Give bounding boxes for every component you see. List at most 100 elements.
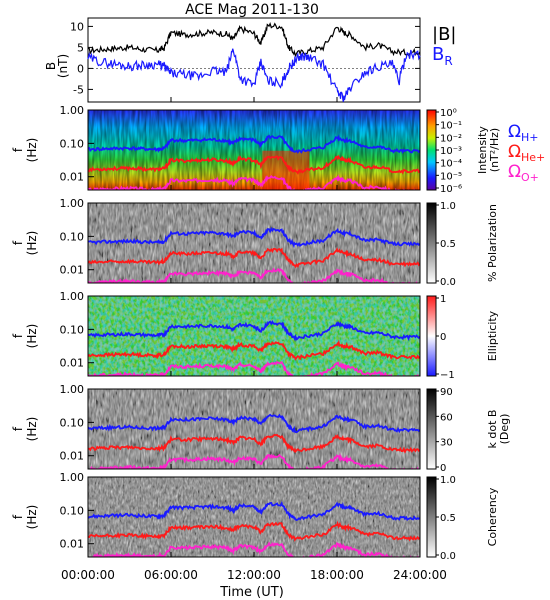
freq-ylabel: f bbox=[11, 240, 25, 245]
panel-intensity: 1.00 0.10 0.01 f (Hz) 10⁰ 10⁻¹10⁻² 10⁻³ 10⁻⁴10⁻⁵… bbox=[11, 104, 501, 195]
colorbar-tick-label: 0.0 bbox=[440, 277, 456, 288]
x-axis-label: Time (UT) bbox=[219, 585, 284, 600]
freq-y-tick-label: 1.00 bbox=[60, 104, 85, 117]
freq-y-tick-label: 1.00 bbox=[60, 197, 85, 210]
colorbar-tick-label: 10⁻¹ bbox=[440, 121, 462, 132]
freq-y-tick-label: 0.01 bbox=[60, 450, 85, 463]
series-line-b-total bbox=[87, 21, 421, 58]
legend-omega-h: ΩH+ bbox=[508, 122, 539, 144]
colorbar-unit: (Deg) bbox=[498, 414, 511, 445]
colorbar-intensity bbox=[426, 109, 437, 191]
ellipticity-blue-texture bbox=[88, 296, 420, 376]
freq-y-tick-label: 0.10 bbox=[60, 230, 85, 243]
x-tick-label: 00:00:00 bbox=[61, 568, 115, 582]
freq-ylabel-unit: (Hz) bbox=[25, 417, 39, 442]
colorbar-polarization bbox=[426, 202, 437, 284]
colorbar-label: k dot B bbox=[486, 410, 499, 449]
colorbar-unit: (nT²/Hz) bbox=[488, 128, 501, 172]
colorbar-tick-label: 10⁻⁴ bbox=[440, 159, 462, 170]
freq-ylabel-unit: (Hz) bbox=[25, 231, 39, 256]
panel-intensity-image bbox=[88, 110, 420, 190]
series-line-omega-he bbox=[88, 247, 420, 269]
panel-kdotb: 1.00 0.10 0.01 f (Hz) 90 60 30 0 k dot B (Deg) bbox=[11, 383, 511, 474]
colorbar-tick-label: 10⁻⁶ bbox=[440, 184, 462, 195]
colorbar-tick-label: −1 bbox=[440, 370, 455, 381]
panel-kdotb-image bbox=[88, 389, 420, 469]
colorbar-label: Coherency bbox=[486, 487, 499, 546]
legend-b-total: |B| bbox=[432, 24, 456, 45]
colorbar-tick-label: 1.0 bbox=[440, 201, 456, 212]
b-ylabel-top: B bbox=[44, 62, 58, 70]
legend-omega-o: ΩO+ bbox=[508, 162, 539, 184]
series-line-omega-h bbox=[88, 320, 420, 342]
gyrofrequency-legend: ΩH+ ΩHe+ ΩO+ bbox=[508, 122, 545, 184]
spectral-panels: 1.000.100.01f (Hz)10⁰10⁻¹10⁻²10⁻³10⁻⁴10⁻⁵… bbox=[11, 104, 511, 562]
freq-ylabel-unit: (Hz) bbox=[25, 138, 39, 163]
colorbar-tick-label: 0.0 bbox=[440, 551, 456, 562]
colorbar-tick-label: 10⁻² bbox=[440, 133, 462, 144]
freq-y-tick-label: 0.10 bbox=[60, 323, 85, 336]
colorbar-tick-label: 0 bbox=[440, 463, 446, 474]
x-axis: 00:00:00 06:00:00 12:00:00 18:00:00 24:00:00 bbox=[61, 97, 447, 582]
b-ylabel-unit: (nT) bbox=[56, 54, 70, 78]
series-line-omega-o bbox=[88, 174, 416, 190]
freq-ylabel: f bbox=[11, 333, 25, 338]
colorbar-tick-label: 60 bbox=[440, 412, 453, 423]
colorbar-tick-label: 10⁻⁵ bbox=[440, 171, 462, 182]
freq-y-tick-label: 0.10 bbox=[60, 416, 85, 429]
b-y-tick-label: -5 bbox=[73, 83, 84, 96]
b-ylabel: B bbox=[44, 62, 58, 70]
colorbar-coherency bbox=[426, 476, 437, 558]
colorbar-tick-label: 90 bbox=[440, 387, 453, 398]
freq-y-tick-label: 1.00 bbox=[60, 290, 85, 303]
freq-y-tick-label: 0.01 bbox=[60, 171, 85, 184]
x-tick-label: 18:00:00 bbox=[310, 568, 364, 582]
colorbar-label: % Polarization bbox=[486, 204, 499, 282]
freq-y-tick-label: 0.01 bbox=[60, 357, 85, 370]
panel-ellipticity: 1.00 0.10 0.01 f (Hz) 1 0 −1 Ellipticity bbox=[11, 290, 499, 381]
colorbar-tick-label: 0 bbox=[440, 332, 446, 343]
freq-ylabel-unit: (Hz) bbox=[25, 324, 39, 349]
b-y-tick-label: 10 bbox=[70, 20, 84, 33]
legend-omega-he: ΩHe+ bbox=[508, 142, 545, 164]
colorbar-label: Ellipticity bbox=[486, 310, 499, 361]
series-line-omega-he bbox=[88, 520, 420, 542]
freq-y-tick-label: 0.01 bbox=[60, 264, 85, 277]
colorbar-tick-label: 10⁻³ bbox=[440, 146, 462, 157]
series-line-omega-o bbox=[88, 267, 418, 283]
freq-y-tick-label: 1.00 bbox=[60, 471, 85, 484]
b-panel: 10 5 0 -5 B (nT) |B| BR bbox=[44, 17, 456, 103]
colorbar-kdotb bbox=[426, 388, 437, 470]
panel-coherency: 1.00 0.10 0.01 f (Hz) 1.0 0.5 0.0 Coherency bbox=[11, 471, 499, 562]
series-line-br bbox=[87, 48, 421, 102]
freq-ylabel: f bbox=[11, 426, 25, 431]
colorbar-ellipticity bbox=[426, 295, 437, 377]
legend-br: BR bbox=[432, 44, 453, 68]
coherency-texture bbox=[88, 477, 420, 557]
x-tick-label: 24:00:00 bbox=[393, 568, 447, 582]
freq-y-tick-label: 0.01 bbox=[60, 538, 85, 551]
series-line-omega-he bbox=[88, 339, 420, 361]
series-line-omega-h bbox=[88, 413, 420, 434]
series-line-omega-o bbox=[88, 452, 419, 469]
series-line-omega-he bbox=[88, 433, 420, 454]
panel-polarization-image bbox=[88, 203, 420, 283]
b-y-tick-label: 5 bbox=[77, 41, 84, 54]
series-line-omega-h bbox=[88, 226, 420, 249]
colorbar-label: Intensity bbox=[476, 126, 489, 174]
b-y-tick-label: 0 bbox=[77, 62, 84, 75]
freq-ylabel: f bbox=[11, 147, 25, 152]
panel-coherency-image bbox=[88, 477, 420, 557]
colorbar-tick-label: 1.0 bbox=[440, 475, 456, 486]
x-tick-label: 06:00:00 bbox=[144, 568, 198, 582]
x-tick-label: 12:00:00 bbox=[227, 568, 281, 582]
panel-polarization: 1.00 0.10 0.01 f (Hz) 1.0 0.5 0.0 % Polarization bbox=[11, 197, 499, 288]
panel-ellipticity-image bbox=[88, 296, 420, 376]
freq-y-tick-label: 0.10 bbox=[60, 137, 85, 150]
series-line-omega-h bbox=[88, 134, 420, 154]
freq-y-tick-label: 0.10 bbox=[60, 504, 85, 517]
series-line-omega-o bbox=[88, 360, 419, 376]
intensity-texture bbox=[88, 110, 420, 190]
colorbar-tick-label: 1 bbox=[440, 294, 446, 305]
